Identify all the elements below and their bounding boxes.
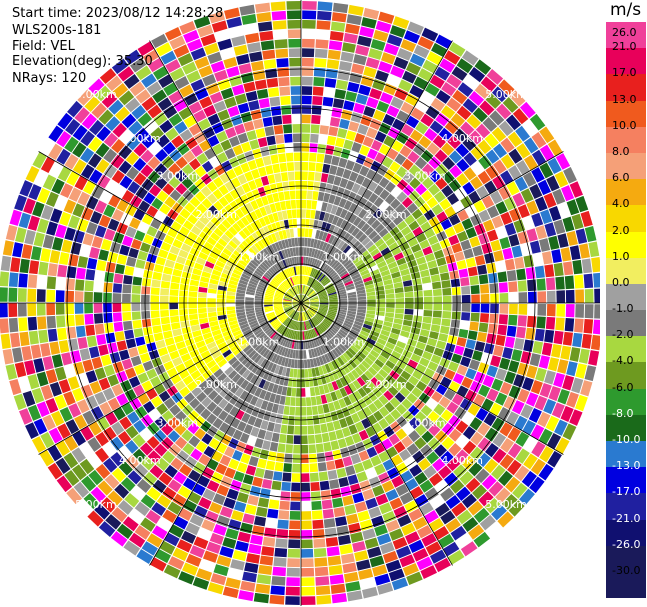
colorbar-segment: 17.0 xyxy=(606,66,646,101)
range-ring-label: 4.00km xyxy=(119,132,161,145)
start-time-label: Start time: 2023/08/12 14:28:28 xyxy=(12,6,224,21)
range-ring-label: 2.00km xyxy=(195,208,237,221)
colorbar-segment: 21.0 xyxy=(606,40,646,75)
range-ring-label: 3.00km xyxy=(156,417,198,430)
range-ring-label: 1.00km xyxy=(238,251,280,264)
colorbar-tick-label: 4.0 xyxy=(612,197,630,211)
colorbar-segment: 26.0 xyxy=(606,22,646,49)
station-label: WLS200s-181 xyxy=(12,23,102,38)
colorbar-segment: -1.0 xyxy=(606,302,646,337)
azimuth-spoke xyxy=(300,151,564,304)
colorbar-segment: -10.0 xyxy=(606,433,646,468)
azimuth-spoke xyxy=(38,302,302,455)
colorbar-tick-label: 26.0 xyxy=(612,26,637,39)
azimuth-spoke xyxy=(300,302,453,566)
range-ring-label: 3.00km xyxy=(404,169,446,182)
range-ring-label: 1.00km xyxy=(323,251,365,264)
colorbar-unit: m/s xyxy=(610,0,642,20)
colorbar-segment: 6.0 xyxy=(606,171,646,206)
range-ring-label: 2.00km xyxy=(195,378,237,391)
elevation-label: Elevation(deg): 35.30 xyxy=(12,54,153,69)
range-ring-label: 4.00km xyxy=(119,454,161,467)
colorbar-segment: -21.0 xyxy=(606,512,646,546)
colorbar-tick-label: -17.0 xyxy=(612,485,641,499)
range-ring-label: 5.00km xyxy=(485,498,527,511)
range-ring-label: 2.00km xyxy=(365,378,407,391)
colorbar-tick-label: 6.0 xyxy=(612,171,630,185)
colorbar-segment: 4.0 xyxy=(606,197,646,232)
colorbar-segment: 0.0 xyxy=(606,276,646,311)
colorbar-tick-label: -2.0 xyxy=(612,328,634,342)
colorbar-tick-label: -4.0 xyxy=(612,354,634,368)
radar-ppi-plot: 1.00km 1.00km 1.00km 1.00km 2.00km 2.00km 2.00… xyxy=(0,0,600,606)
colorbar-segment: 13.0 xyxy=(606,93,646,127)
colorbar: 26.0 21.0 17.0 13.0 10.0 8.0 6.0 4.0 2.0 1.0 0.0 -1… xyxy=(606,22,646,599)
nrays-label: NRays: 120 xyxy=(12,71,87,86)
colorbar-tick-label: -13.0 xyxy=(612,459,641,473)
field-label: Field: VEL xyxy=(12,39,75,54)
azimuth-spoke xyxy=(149,302,302,566)
range-ring-label: 4.00km xyxy=(441,132,483,145)
colorbar-segment: 10.0 xyxy=(606,119,646,153)
colorbar-tick-label: -10.0 xyxy=(612,433,641,446)
colorbar-tick-label: 1.0 xyxy=(612,249,630,263)
colorbar-tick-label: 2.0 xyxy=(612,223,630,237)
colorbar-segment: 2.0 xyxy=(606,224,646,258)
colorbar-segment: -17.0 xyxy=(606,485,646,520)
range-ring-label: 3.00km xyxy=(404,417,446,430)
colorbar-tick-label: 8.0 xyxy=(612,144,630,158)
range-ring-label: 5.00km xyxy=(485,88,527,101)
colorbar-segment: -13.0 xyxy=(606,459,646,494)
colorbar-segment: 1.0 xyxy=(606,250,646,284)
colorbar-tick-label: -8.0 xyxy=(612,406,634,420)
colorbar-tick-label: -6.0 xyxy=(612,380,634,394)
colorbar-segment: -8.0 xyxy=(606,407,646,441)
azimuth-spoke xyxy=(300,40,453,304)
colorbar-tick-label: -1.0 xyxy=(612,302,634,316)
azimuth-spoke xyxy=(38,151,302,304)
colorbar-tick-label: 0.0 xyxy=(612,275,630,289)
colorbar-tick-label: 21.0 xyxy=(612,40,637,54)
range-ring-label: 5.00km xyxy=(75,88,117,101)
radar-gates xyxy=(0,0,600,606)
range-ring-label: 5.00km xyxy=(75,498,117,511)
colorbar-segment: -2.0 xyxy=(606,328,646,363)
range-ring-label: 1.00km xyxy=(323,335,365,348)
colorbar-tick-label: -21.0 xyxy=(612,511,641,525)
azimuth-spoke xyxy=(300,302,564,455)
colorbar-segment: -26.0 xyxy=(606,538,646,572)
range-ring-label: 1.00km xyxy=(238,335,280,348)
colorbar-tick-label: -26.0 xyxy=(612,537,641,551)
range-ring-label: 4.00km xyxy=(441,454,483,467)
azimuth-spoke xyxy=(149,40,302,304)
colorbar-tick-label: 13.0 xyxy=(612,92,637,106)
range-ring-label: 2.00km xyxy=(365,208,407,221)
colorbar-tick-label: -30.0 xyxy=(612,563,641,577)
colorbar-tick-label: 10.0 xyxy=(612,118,637,132)
colorbar-segment: -6.0 xyxy=(606,381,646,415)
range-ring-label: 3.00km xyxy=(156,169,198,182)
colorbar-segment: -30.0 xyxy=(606,564,646,599)
colorbar-segment: 8.0 xyxy=(606,145,646,180)
colorbar-tick-label: 17.0 xyxy=(612,66,637,80)
colorbar-segment: -4.0 xyxy=(606,354,646,389)
